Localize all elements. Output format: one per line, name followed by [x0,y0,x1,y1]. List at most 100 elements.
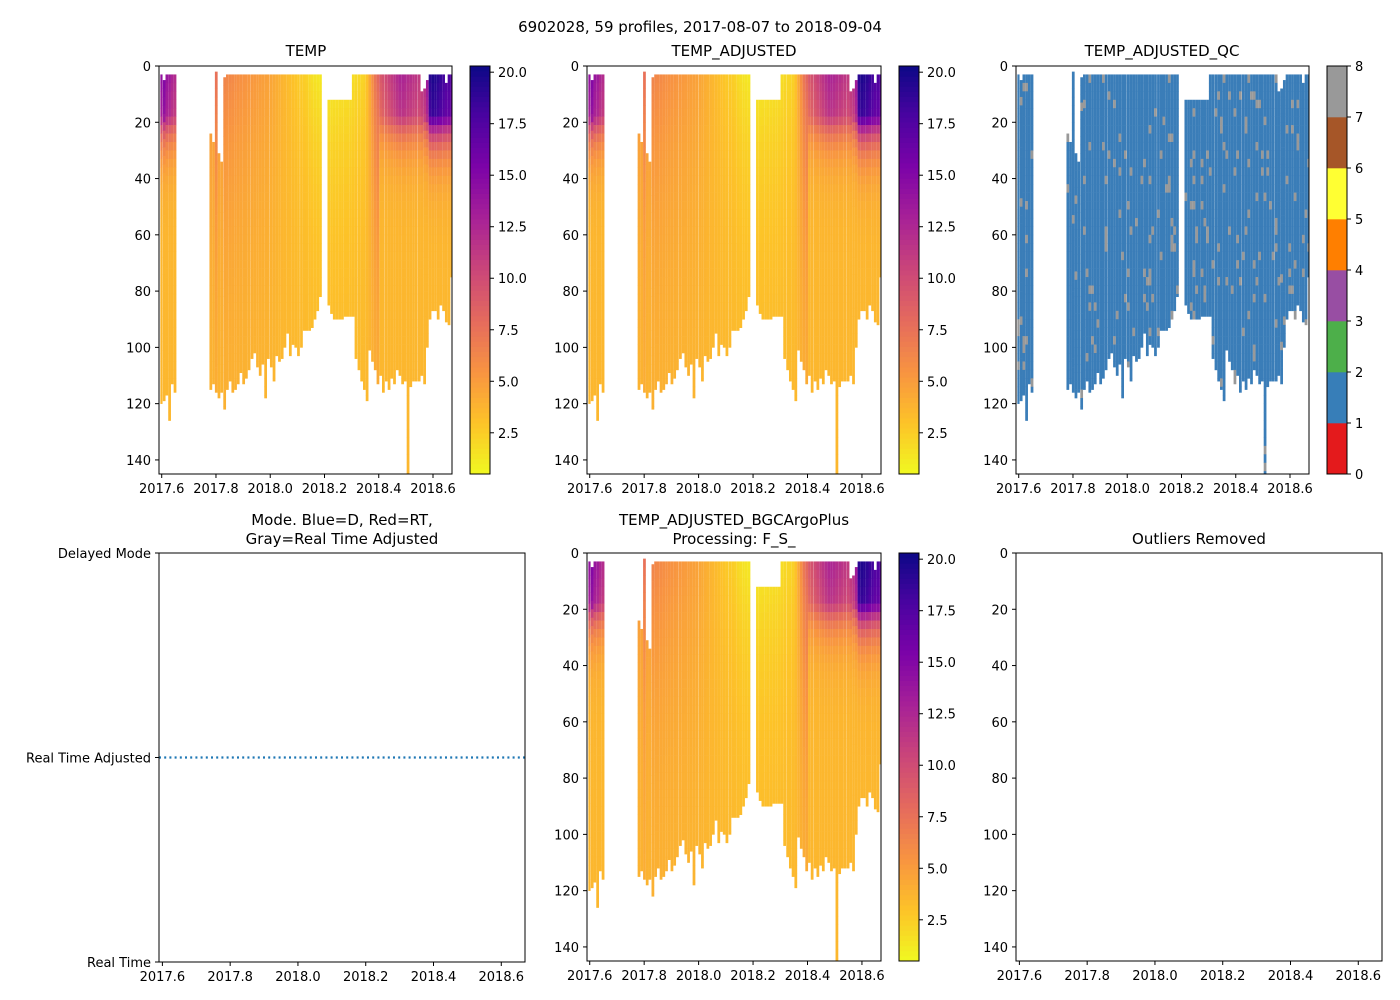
heatmap-cell [360,361,364,371]
heatmap-cell [393,217,396,227]
heatmap-cell [236,369,240,379]
heatmap-cell [357,167,361,177]
heatmap-cell [414,217,418,227]
heatmap-cell [376,336,380,345]
heatmap-cell [308,293,311,303]
heatmap-cell [382,285,385,295]
heatmap-cell [434,175,437,185]
heatmap-cell [720,302,723,312]
heatmap-cell [593,378,597,388]
heatmap-cell [239,192,243,202]
heatmap-cell [598,82,602,92]
heatmap-cell [703,302,707,312]
heatmap-cell [291,116,295,126]
heatmap-cell [338,268,342,278]
heatmap-cell [436,310,440,320]
heatmap-cell [212,251,215,261]
heatmap-cell [444,141,448,151]
heatmap-cell [417,217,421,227]
heatmap-cell [266,99,270,109]
heatmap-cell [665,361,668,371]
heatmap-cell [280,192,284,202]
heatmap-cell [343,150,347,160]
heatmap-cell [360,91,364,101]
heatmap-cell [272,251,276,261]
heatmap-cell [701,91,704,101]
heatmap-cell [162,240,166,250]
heatmap-cell [414,268,418,278]
heatmap-cell [236,158,240,168]
heatmap-cell [239,91,243,101]
heatmap-cell [357,319,361,328]
heatmap-cell [357,116,361,126]
heatmap-cell [703,150,707,160]
heatmap-cell [253,184,257,193]
heatmap-cell [662,175,666,185]
heatmap-cell [598,192,602,202]
heatmap-cell [261,99,265,109]
heatmap-cell [168,234,171,244]
heatmap-cell [684,108,688,117]
heatmap-cell [256,167,259,177]
heatmap-cell [319,192,322,202]
heatmap-cell [162,96,166,106]
heatmap-cell [363,344,366,354]
heatmap-cell [371,310,374,320]
heatmap-cell [360,310,364,320]
heatmap-cell [368,192,372,202]
heatmap-cell [305,82,309,92]
heatmap-cell [648,212,652,222]
heatmap-cell [406,133,410,143]
heatmap-cell [305,116,309,126]
heatmap-cell [709,209,712,219]
heatmap-cell [247,184,251,193]
heatmap-cell [264,293,268,303]
heatmap-cell [384,125,388,134]
heatmap-cell [393,82,396,92]
heatmap-cell [278,192,281,202]
heatmap-cell [168,158,171,168]
profile-column [247,74,251,371]
heatmap-cell [695,268,699,278]
heatmap-cell [365,192,369,202]
heatmap-cell [280,209,284,219]
heatmap-cell [382,150,385,160]
heatmap-cell [327,184,331,193]
heatmap-cell [360,285,364,295]
heatmap-cell [695,243,699,253]
heatmap-cell [648,305,652,314]
heatmap-cell [436,82,440,92]
heatmap-cell [436,175,440,185]
heatmap-cell [384,192,388,202]
heatmap-cell [275,91,279,101]
heatmap-cell [286,125,289,134]
heatmap-cell [338,243,342,253]
heatmap-cell [173,158,177,168]
heatmap-cell [588,133,591,143]
heatmap-cell [231,369,235,379]
heatmap-cell [601,184,605,193]
heatmap-cell [308,158,311,168]
heatmap-cell [387,74,391,84]
heatmap-cell [734,268,737,278]
heatmap-cell [739,141,743,151]
colorbar-segment [470,433,490,439]
heatmap-cell [593,74,597,84]
heatmap-cell [217,288,221,298]
heatmap-cell [593,336,597,345]
heatmap-cell [673,125,677,134]
heatmap-cell [698,167,702,177]
heatmap-cell [588,378,591,388]
heatmap-cell [390,260,394,269]
heatmap-cell [692,201,696,210]
heatmap-cell [316,141,320,151]
heatmap-cell [297,209,300,219]
heatmap-cell [313,116,317,126]
heatmap-cell [596,369,600,379]
colorbar-segment [470,305,490,312]
heatmap-cell [588,268,591,278]
heatmap-cell [681,285,685,295]
profile-column [253,74,257,354]
heatmap-cell [720,234,723,244]
heatmap-cell [294,226,298,236]
